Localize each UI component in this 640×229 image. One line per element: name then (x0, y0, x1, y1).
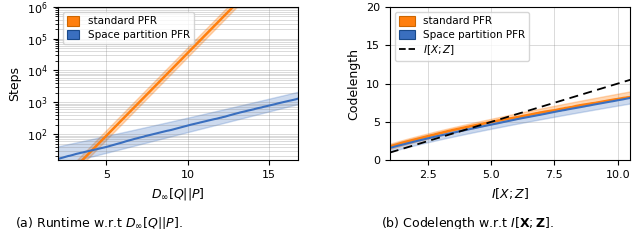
Y-axis label: Codelength: Codelength (348, 48, 360, 120)
X-axis label: $D_\infty[Q||P]$: $D_\infty[Q||P]$ (151, 185, 205, 202)
X-axis label: $I[X;Z]$: $I[X;Z]$ (491, 185, 529, 201)
Y-axis label: Steps: Steps (8, 66, 22, 101)
Legend: standard PFR, Space partition PFR, $I[X;Z]$: standard PFR, Space partition PFR, $I[X;… (395, 12, 529, 61)
Text: (b) Codelength w.r.t $I[\mathbf{X};\mathbf{Z}]$.: (b) Codelength w.r.t $I[\mathbf{X};\math… (381, 215, 554, 229)
Legend: standard PFR, Space partition PFR: standard PFR, Space partition PFR (63, 12, 194, 44)
Text: (a) Runtime w.r.t $D_\infty[Q||P]$.: (a) Runtime w.r.t $D_\infty[Q||P]$. (15, 215, 183, 229)
